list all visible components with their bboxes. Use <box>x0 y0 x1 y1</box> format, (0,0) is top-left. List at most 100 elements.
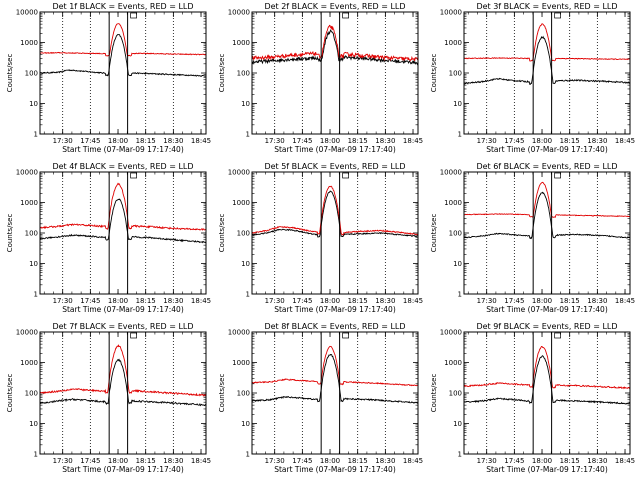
series-line-lld <box>251 24 419 62</box>
x-tick-label: 18:45 <box>403 137 423 145</box>
axes-frame <box>251 331 419 455</box>
panel-title: Det 5f BLACK = Events, RED = LLD <box>264 162 405 171</box>
corner-box-marker <box>554 12 561 19</box>
y-tick-label: 1 <box>458 131 462 139</box>
y-tick-label: 1 <box>34 451 38 459</box>
series-line-lld <box>463 346 631 390</box>
y-tick-label: 10000 <box>228 9 250 17</box>
x-axis-label: Start Time (07-Mar-09 17:17:40) <box>62 305 184 314</box>
y-tick-label: 1 <box>246 131 250 139</box>
y-tick-label: 1000 <box>20 39 38 47</box>
panel-5: Det 5f BLACK = Events, RED = LLD 1 10 100 10… <box>218 162 423 314</box>
y-tick-label: 1000 <box>444 359 462 367</box>
panel-title: Det 8f BLACK = Events, RED = LLD <box>264 322 405 331</box>
x-tick-label: 18:15 <box>348 137 368 145</box>
y-axis-label: Counts/sec <box>6 54 14 93</box>
series-line-events <box>463 191 631 240</box>
x-tick-label: 18:00 <box>108 297 128 305</box>
y-axis-label: Counts/sec <box>430 214 438 253</box>
y-axis-label: Counts/sec <box>6 214 14 253</box>
series-line-lld <box>463 181 631 218</box>
panel-2: Det 2f BLACK = Events, RED = LLD 1 10 100 10… <box>218 2 423 154</box>
axes-frame <box>251 11 419 135</box>
y-tick-label: 10 <box>241 420 250 428</box>
y-axis-label: Counts/sec <box>218 374 226 413</box>
corner-box-marker <box>554 332 561 339</box>
y-tick-label: 10000 <box>16 9 38 17</box>
x-tick-label: 18:00 <box>532 137 552 145</box>
panel-title: Det 1f BLACK = Events, RED = LLD <box>52 2 193 11</box>
y-tick-label: 1000 <box>232 39 250 47</box>
x-tick-label: 18:30 <box>587 457 607 465</box>
series-line-lld <box>39 182 207 231</box>
x-axis-label: Start Time (07-Mar-09 17:17:40) <box>62 465 184 474</box>
x-tick-label: 18:30 <box>587 137 607 145</box>
x-tick-label: 18:00 <box>532 457 552 465</box>
x-tick-label: 18:15 <box>348 297 368 305</box>
x-tick-label: 18:00 <box>532 297 552 305</box>
x-tick-label: 18:15 <box>560 457 580 465</box>
panel-9: Det 9f BLACK = Events, RED = LLD 1 10 100 10… <box>430 322 635 474</box>
x-tick-label: 18:45 <box>615 137 635 145</box>
y-tick-label: 1 <box>246 291 250 299</box>
x-tick-label: 17:30 <box>477 457 497 465</box>
y-tick-label: 10000 <box>440 169 462 177</box>
axes-frame <box>39 11 207 135</box>
series-line-events <box>463 355 631 405</box>
series-line-lld <box>251 345 419 387</box>
x-tick-label: 18:15 <box>136 137 156 145</box>
y-tick-label: 10000 <box>440 9 462 17</box>
x-axis-label: Start Time (07-Mar-09 17:17:40) <box>274 465 396 474</box>
y-tick-label: 10 <box>453 420 462 428</box>
x-tick-label: 17:45 <box>80 137 100 145</box>
x-tick-label: 18:45 <box>403 457 423 465</box>
y-tick-label: 10000 <box>16 329 38 337</box>
x-tick-label: 17:30 <box>53 297 73 305</box>
corner-box-marker <box>130 332 137 339</box>
x-tick-label: 18:45 <box>191 137 211 145</box>
y-tick-label: 1 <box>34 131 38 139</box>
y-tick-label: 1 <box>458 291 462 299</box>
corner-box-marker <box>342 172 349 179</box>
axes-frame <box>251 171 419 295</box>
axes-frame <box>39 171 207 295</box>
x-axis-label: Start Time (07-Mar-09 17:17:40) <box>486 465 608 474</box>
x-tick-label: 18:00 <box>320 457 340 465</box>
x-axis-label: Start Time (07-Mar-09 17:17:40) <box>274 305 396 314</box>
y-tick-label: 10000 <box>228 169 250 177</box>
y-tick-label: 100 <box>25 390 38 398</box>
y-tick-label: 100 <box>449 390 462 398</box>
series-line-events <box>463 35 631 85</box>
axes-frame <box>39 331 207 455</box>
x-tick-label: 17:45 <box>292 297 312 305</box>
axes-frame <box>463 11 631 135</box>
y-tick-label: 10000 <box>440 329 462 337</box>
panel-6: Det 6f BLACK = Events, RED = LLD 1 10 100 10… <box>430 162 635 314</box>
x-tick-label: 18:45 <box>615 457 635 465</box>
y-tick-label: 1000 <box>20 199 38 207</box>
y-tick-label: 10 <box>453 100 462 108</box>
y-tick-label: 1 <box>34 291 38 299</box>
x-tick-label: 18:30 <box>163 457 183 465</box>
y-axis-label: Counts/sec <box>430 374 438 413</box>
series-line-lld <box>39 344 207 397</box>
y-tick-label: 100 <box>25 70 38 78</box>
x-tick-label: 18:30 <box>163 137 183 145</box>
x-axis-label: Start Time (07-Mar-09 17:17:40) <box>274 145 396 154</box>
y-axis-label: Counts/sec <box>218 54 226 93</box>
y-axis-label: Counts/sec <box>430 54 438 93</box>
y-tick-label: 10 <box>29 100 38 108</box>
y-tick-label: 1000 <box>232 199 250 207</box>
x-tick-label: 18:30 <box>375 137 395 145</box>
y-tick-label: 1000 <box>444 199 462 207</box>
x-axis-label: Start Time (07-Mar-09 17:17:40) <box>486 305 608 314</box>
x-tick-label: 18:30 <box>163 297 183 305</box>
corner-box-marker <box>130 12 137 19</box>
x-axis-label: Start Time (07-Mar-09 17:17:40) <box>486 145 608 154</box>
x-tick-label: 17:30 <box>53 457 73 465</box>
x-tick-label: 17:45 <box>504 137 524 145</box>
x-tick-label: 18:30 <box>375 457 395 465</box>
y-tick-label: 10 <box>241 100 250 108</box>
